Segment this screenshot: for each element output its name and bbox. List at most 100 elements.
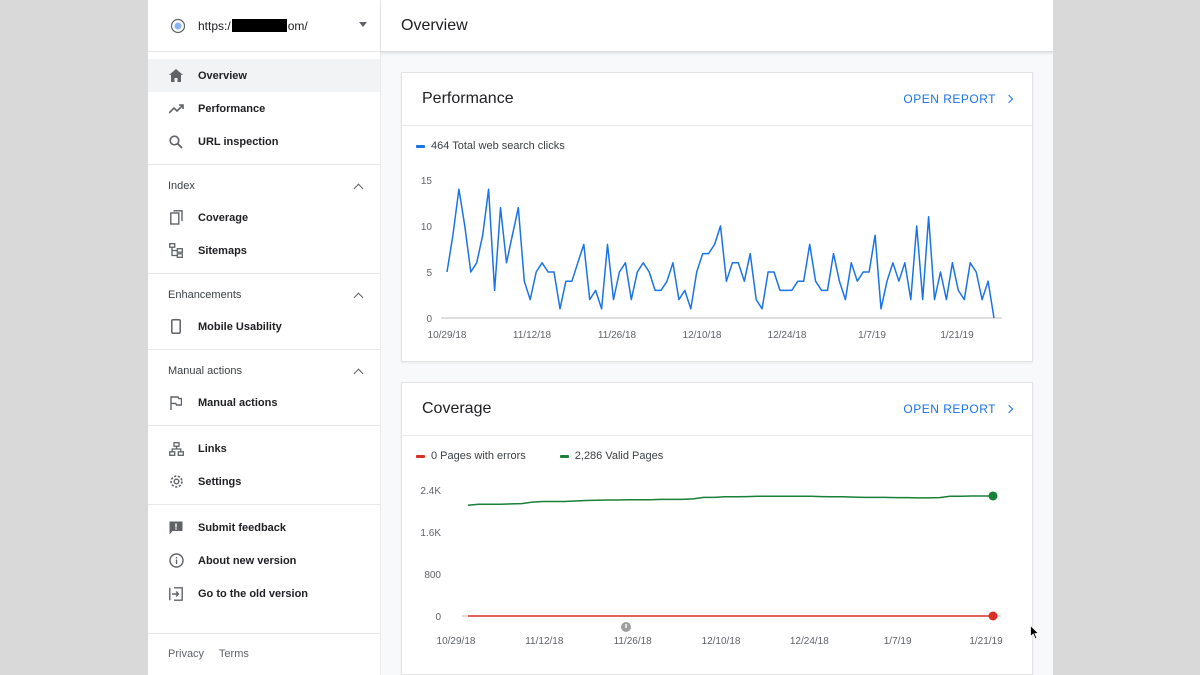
x-tick-label: 12/24/18 (790, 636, 829, 647)
x-tick-label: 1/21/19 (940, 330, 974, 341)
redacted-block (231, 19, 287, 32)
card-header: Coverage OPEN REPORT (402, 383, 1032, 436)
legend-item-clicks[interactable]: 464 Total web search clicks (416, 140, 565, 152)
x-tick-label: 11/26/18 (614, 636, 653, 647)
series-end-point[interactable] (988, 491, 998, 501)
sidebar-item-label: URL inspection (198, 135, 279, 148)
legend-swatch (416, 144, 425, 148)
performance-card: Performance OPEN REPORT 464 Total web se… (401, 72, 1033, 362)
legend-item-valid[interactable]: 2,286 Valid Pages (559, 450, 664, 462)
privacy-link[interactable]: Privacy (168, 648, 205, 660)
section-title: Enhancements (168, 289, 242, 301)
y-tick-label: 2.4K (420, 486, 441, 497)
x-tick-label: 11/26/18 (598, 330, 637, 341)
x-tick-label: 12/10/18 (702, 636, 741, 647)
x-tick-label: 10/29/18 (437, 636, 476, 647)
series-end-point[interactable] (988, 611, 998, 621)
sidebar-item-url-inspection[interactable]: URL inspection (148, 125, 380, 158)
search-icon (168, 134, 184, 150)
y-tick-label: 0 (426, 314, 432, 325)
copy-icon (168, 210, 184, 226)
sidebar-item-label: Links (198, 442, 227, 455)
sidebar-footer: Privacy Terms (168, 648, 261, 660)
info-icon (168, 553, 184, 569)
section-title: Manual actions (168, 365, 242, 377)
sidebar-item-about-new-version[interactable]: About new version (148, 544, 380, 577)
terms-link[interactable]: Terms (218, 648, 249, 660)
x-tick-label: 1/7/19 (884, 636, 912, 647)
card-header: Performance OPEN REPORT (402, 73, 1032, 126)
divider (148, 164, 380, 165)
x-tick-label: 12/10/18 (683, 330, 722, 341)
legend-label: 0 Pages with errors (431, 450, 526, 462)
mouse-cursor-icon (1030, 625, 1040, 640)
chevron-right-icon (1004, 404, 1014, 414)
sidebar-item-label: Performance (198, 102, 266, 115)
x-tick-label: 1/21/19 (969, 636, 1003, 647)
annotation-marker-glyph (625, 624, 627, 628)
sidebar-item-label: Sitemaps (198, 244, 247, 257)
sidebar-item-label: Submit feedback (198, 521, 287, 534)
gear-icon (168, 474, 184, 490)
legend-swatch (416, 454, 425, 458)
sidebar-item-sitemaps[interactable]: Sitemaps (148, 234, 380, 267)
chevron-up-icon[interactable] (353, 292, 364, 302)
sidebar-item-old-version[interactable]: Go to the old version (148, 577, 380, 610)
property-url: https:/ om/ (198, 19, 308, 33)
y-tick-label: 1.6K (420, 528, 441, 539)
property-url-suffix: om/ (287, 18, 308, 33)
main-content: Overview Performance OPEN REPORT 464 Tot… (381, 0, 1053, 675)
x-tick-label: 11/12/18 (513, 330, 552, 341)
section-title: Index (168, 180, 195, 192)
sidebar-item-performance[interactable]: Performance (148, 92, 380, 125)
chevron-up-icon[interactable] (353, 368, 364, 378)
sidebar-item-overview[interactable]: Overview (148, 59, 380, 92)
page-header: Overview (381, 0, 1053, 52)
chevron-right-icon (1004, 94, 1014, 104)
open-report-button[interactable]: OPEN REPORT (903, 92, 1014, 106)
open-report-button[interactable]: OPEN REPORT (903, 402, 1014, 416)
chevron-up-icon[interactable] (353, 183, 364, 193)
divider (148, 273, 380, 274)
y-tick-label: 10 (421, 222, 433, 233)
performance-chart: 0 5 10 15 10/29/18 11/12/18 11/26/18 12/10/18 12… (421, 176, 1002, 341)
sidebar-item-links[interactable]: Links (148, 432, 380, 465)
sidebar-item-manual-actions[interactable]: Manual actions (148, 386, 380, 419)
legend-swatch (559, 454, 569, 458)
property-selector[interactable]: https:/ om/ (148, 0, 380, 52)
sidebar-item-label: Manual actions (198, 396, 278, 409)
section-enhancements-header[interactable]: Enhancements (148, 280, 380, 310)
sidebar-item-label: Coverage (198, 211, 249, 224)
sidebar-item-label: Mobile Usability (198, 320, 282, 333)
section-index-header[interactable]: Index (148, 171, 380, 201)
exit-icon (168, 586, 184, 602)
series-line[interactable] (467, 495, 993, 506)
chart-legend: 464 Total web search clicks (402, 126, 1032, 166)
sidebar-item-coverage[interactable]: Coverage (148, 201, 380, 234)
legend-label: 2,286 Valid Pages (574, 450, 664, 462)
page-title: Overview (401, 16, 468, 34)
sidebar-item-label: Go to the old version (198, 587, 309, 600)
series-line[interactable] (446, 188, 995, 319)
y-tick-label: 15 (421, 176, 433, 187)
flag-icon (168, 395, 184, 411)
links-icon (168, 441, 184, 457)
divider (148, 633, 381, 634)
card-title: Coverage (422, 400, 492, 417)
app-window: https:/ om/ Overview Performance URL ins… (148, 0, 1053, 675)
sidebar-item-label: Settings (198, 475, 242, 488)
sitemap-icon (168, 243, 184, 259)
trending-up-icon (168, 101, 184, 117)
phone-icon (168, 319, 184, 335)
legend-item-errors[interactable]: 0 Pages with errors (416, 450, 526, 462)
dropdown-caret-icon[interactable] (359, 22, 367, 27)
sidebar-item-label: Overview (198, 69, 247, 82)
card-title: Performance (422, 90, 514, 107)
section-manual-actions-header[interactable]: Manual actions (148, 356, 380, 386)
sidebar-item-settings[interactable]: Settings (148, 465, 380, 498)
divider (148, 349, 380, 350)
y-tick-label: 5 (426, 268, 432, 279)
x-tick-label: 11/12/18 (525, 636, 564, 647)
sidebar-item-submit-feedback[interactable]: Submit feedback (148, 511, 380, 544)
sidebar-item-mobile-usability[interactable]: Mobile Usability (148, 310, 380, 343)
